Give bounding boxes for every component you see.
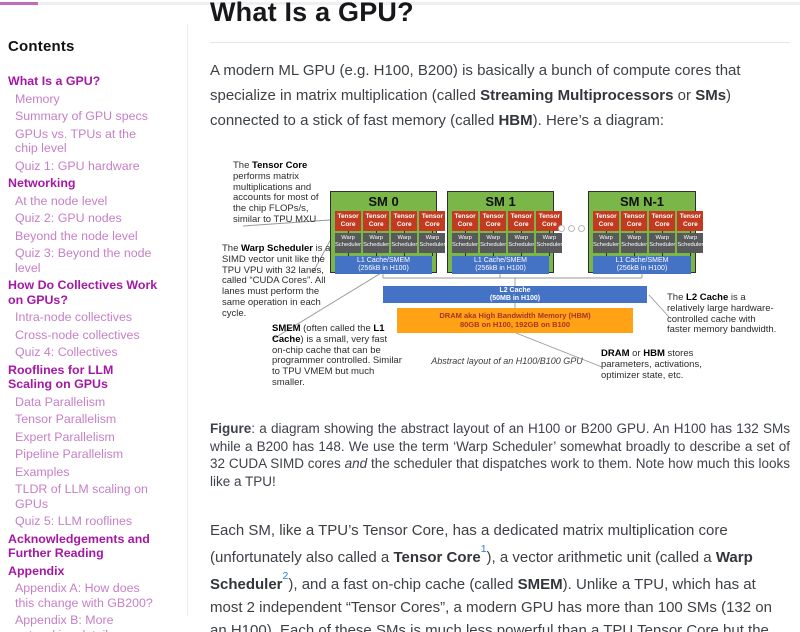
warp-scheduler-box: Warp Scheduler bbox=[391, 233, 418, 253]
figure-caption: Figure: a diagram showing the abstract l… bbox=[210, 421, 790, 489]
diagram-caption: Abstract layout of an H100/B100 GPU bbox=[431, 356, 583, 366]
toc-link[interactable]: Quiz 3: Beyond the node level bbox=[15, 246, 152, 275]
sm-cores: Tensor Core Warp Scheduler Tensor Core W… bbox=[452, 211, 563, 256]
toc-link[interactable]: Appendix bbox=[8, 563, 65, 578]
toc-link[interactable]: Summary of GPU specs bbox=[15, 109, 148, 123]
tensor-core-box: Tensor Core bbox=[593, 211, 620, 231]
l1-cache-smem-box: L1 Cache/SMEM (256kB in H100) bbox=[452, 256, 549, 274]
tensor-core-box: Tensor Core bbox=[621, 211, 648, 231]
toc-link[interactable]: Quiz 5: LLM rooflines bbox=[15, 514, 133, 528]
tensor-core-box: Tensor Core bbox=[536, 211, 563, 231]
tensor-core-box: Tensor Core bbox=[677, 211, 704, 231]
toc-link[interactable]: Memory bbox=[15, 91, 60, 106]
toc-link[interactable]: How Do Collectives Work on GPUs? bbox=[8, 278, 158, 307]
smem-note: SMEM (often called the L1 Cache) is a sm… bbox=[272, 323, 402, 388]
toc-link[interactable]: Data Parallelism bbox=[15, 394, 106, 409]
sm-box: SM 0 Tensor Core Warp Scheduler Tensor C… bbox=[330, 191, 446, 274]
warp-scheduler-note: The Warp Scheduler is a SIMD vector unit… bbox=[222, 243, 331, 319]
dot bbox=[578, 225, 585, 232]
toc-link[interactable]: Quiz 4: Collectives bbox=[15, 345, 118, 359]
reading-progress-fill bbox=[0, 2, 38, 5]
sm-title: SM 1 bbox=[485, 194, 516, 209]
warp-scheduler-box: Warp Scheduler bbox=[508, 233, 535, 253]
tensor-core-box: Tensor Core bbox=[480, 211, 507, 231]
dram-hbm-bar: DRAM aka High Bandwidth Memory (HBM) 80G… bbox=[397, 308, 633, 333]
warp-scheduler-box: Warp Scheduler bbox=[621, 233, 648, 253]
l1-cache-smem-box: L1 Cache/SMEM (256kB in H100) bbox=[335, 256, 432, 274]
footnote-link[interactable]: 2 bbox=[282, 569, 289, 582]
tensor-core-box: Tensor Core bbox=[452, 211, 479, 231]
page-title: What Is a GPU? bbox=[210, 0, 414, 27]
tensor-core-box: Tensor Core bbox=[649, 211, 676, 231]
tensor-core-note: The Tensor Core performs matrix multipli… bbox=[233, 160, 319, 225]
toc-link[interactable]: Appendix A: How does this change with GB… bbox=[15, 581, 153, 610]
toc-link[interactable]: Expert Parallelism bbox=[15, 429, 115, 444]
toc-list: What Is a GPU? Memory Summary of GPU spe… bbox=[8, 74, 160, 632]
toc-link[interactable]: At the node level bbox=[15, 193, 108, 208]
dot bbox=[568, 225, 575, 232]
tensor-core-box: Tensor Core bbox=[419, 211, 446, 231]
ellipsis-dots bbox=[558, 225, 585, 232]
toc-link[interactable]: Beyond the node level bbox=[15, 228, 138, 243]
toc-link[interactable]: Pipeline Parallelism bbox=[15, 447, 124, 461]
warp-scheduler-box: Warp Scheduler bbox=[363, 233, 390, 253]
l1-cache-smem-box: L1 Cache/SMEM (256kB in H100) bbox=[593, 256, 691, 274]
warp-scheduler-box: Warp Scheduler bbox=[677, 233, 704, 253]
warp-scheduler-box: Warp Scheduler bbox=[649, 233, 676, 253]
gpu-architecture-diagram: The Tensor Core performs matrix multipli… bbox=[210, 159, 790, 407]
warp-scheduler-box: Warp Scheduler bbox=[419, 233, 446, 253]
toc-link[interactable]: Acknowledgements and Further Reading bbox=[8, 531, 150, 561]
tensor-core-box: Tensor Core bbox=[335, 211, 362, 231]
toc-link[interactable]: Quiz 1: GPU hardware bbox=[15, 158, 140, 173]
warp-scheduler-box: Warp Scheduler bbox=[480, 233, 507, 253]
warp-scheduler-box: Warp Scheduler bbox=[593, 233, 620, 253]
toc-link[interactable]: TLDR of LLM scaling on GPUs bbox=[15, 482, 148, 511]
tensor-core-box: Tensor Core bbox=[391, 211, 418, 231]
tensor-core-box: Tensor Core bbox=[508, 211, 535, 231]
warp-scheduler-box: Warp Scheduler bbox=[335, 233, 362, 253]
footnote-link[interactable]: 1 bbox=[480, 542, 487, 555]
sm-cores: Tensor Core Warp Scheduler Tensor Core W… bbox=[593, 211, 704, 256]
toc-link[interactable]: Quiz 2: GPU nodes bbox=[15, 211, 122, 225]
toc-link[interactable]: Networking bbox=[8, 176, 76, 190]
l2-cache-note: The L2 Cache is a relatively large hardw… bbox=[667, 292, 777, 336]
toc-link[interactable]: Rooflines for LLM Scaling on GPUs bbox=[8, 362, 114, 392]
toc-link[interactable]: Appendix B: More networking details bbox=[15, 613, 114, 632]
toc-link[interactable]: What Is a GPU? bbox=[8, 74, 101, 88]
toc-heading: Contents bbox=[8, 38, 75, 55]
sidebar-toc: Contents What Is a GPU? Memory Summary o… bbox=[8, 38, 160, 632]
main-content: What Is a GPU? A modern ML GPU (e.g. H10… bbox=[210, 0, 790, 632]
warp-scheduler-box: Warp Scheduler bbox=[536, 233, 563, 253]
body-paragraph: Each SM, like a TPU’s Tensor Core, has a… bbox=[210, 522, 772, 632]
sm-box: SM 1 Tensor Core Warp Scheduler Tensor C… bbox=[447, 191, 563, 274]
reading-progress-track bbox=[0, 2, 800, 5]
l2-cache-bar: L2 Cache (50MB in H100) bbox=[383, 286, 647, 303]
connector-lines bbox=[242, 219, 670, 368]
sm-cores: Tensor Core Warp Scheduler Tensor Core W… bbox=[335, 211, 446, 256]
dot bbox=[558, 225, 565, 232]
intro-paragraph: A modern ML GPU (e.g. H100, B200) is bas… bbox=[210, 62, 741, 129]
toc-link[interactable]: Intra-node collectives bbox=[15, 310, 133, 324]
sm-title: SM N-1 bbox=[619, 194, 665, 209]
toc-link[interactable]: Tensor Parallelism bbox=[15, 412, 117, 426]
sidebar-divider bbox=[187, 24, 188, 616]
sm-box: SM N-1 Tensor Core Warp Scheduler Tensor… bbox=[588, 191, 704, 274]
title-divider bbox=[210, 42, 790, 43]
toc-link[interactable]: Examples bbox=[15, 464, 70, 479]
toc-link[interactable]: Cross-node collectives bbox=[15, 327, 140, 342]
toc-link[interactable]: GPUs vs. TPUs at the chip level bbox=[15, 126, 136, 156]
dram-note: DRAM or HBM stores parameters, activatio… bbox=[601, 348, 702, 381]
tensor-core-box: Tensor Core bbox=[363, 211, 390, 231]
warp-scheduler-box: Warp Scheduler bbox=[452, 233, 479, 253]
sm-title: SM 0 bbox=[368, 194, 399, 209]
